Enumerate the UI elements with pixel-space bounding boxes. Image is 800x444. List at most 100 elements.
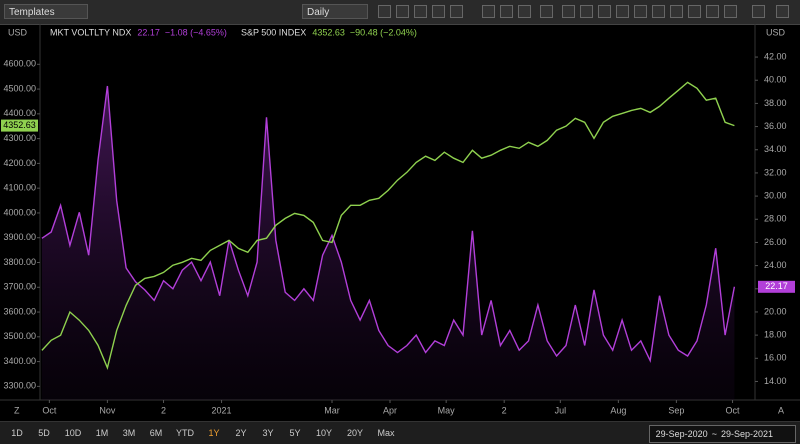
y2-tick-label: 32.00	[764, 167, 787, 177]
templates-dropdown[interactable]: Templates	[4, 4, 88, 19]
y-tick-label: 4200.00	[3, 158, 36, 168]
x-tick-label: 2021	[212, 405, 232, 415]
tool-icon[interactable]	[580, 5, 593, 18]
tool-icon[interactable]	[414, 5, 427, 18]
y-tick-label: 3500.00	[3, 331, 36, 341]
tool-icon[interactable]	[688, 5, 701, 18]
tool-icon[interactable]	[652, 5, 665, 18]
range-button[interactable]: 2Y	[235, 428, 247, 438]
series-line	[41, 85, 736, 363]
legend: MKT VOLTLTY NDX 22.17 −1.08 (−4.65%) S&P 50…	[50, 27, 417, 37]
range-button[interactable]: Max	[377, 428, 395, 438]
range-bar: 29-Sep-2020 ~29-Sep-2021 1D 5D 10D 1M 3M 6M YTD…	[0, 421, 800, 444]
last-value-label: 22.17	[765, 281, 788, 291]
legend-change: −1.08 (−4.65%)	[165, 27, 227, 37]
y2-tick-label: 28.00	[764, 214, 787, 224]
tool-icon[interactable]	[482, 5, 495, 18]
corner-right[interactable]: A	[778, 405, 784, 415]
range-button[interactable]: 6M	[149, 428, 163, 438]
chart: USD USD Z A 3300.00 3400.00 3500.00 3600.00…	[0, 24, 800, 415]
range-button[interactable]: 10D	[64, 428, 82, 438]
tool-icon[interactable]	[562, 5, 575, 18]
date-to: 29-Sep-2021	[720, 429, 773, 439]
tool-icon[interactable]	[500, 5, 513, 18]
last-value-label: 4352.63	[3, 120, 36, 130]
tool-icon[interactable]	[518, 5, 531, 18]
legend-change: −90.48 (−2.04%)	[350, 27, 417, 37]
x-tick-label: Mar	[324, 405, 340, 415]
last-value-badge	[1, 119, 38, 132]
tool-icon[interactable]	[752, 5, 765, 18]
x-tick-label: Sep	[668, 405, 684, 415]
x-tick-label: Aug	[610, 405, 626, 415]
range-button[interactable]: 10Y	[315, 428, 332, 438]
y-tick-label: 4000.00	[3, 207, 36, 217]
interval-label: Daily	[307, 7, 330, 18]
tool-icon[interactable]	[634, 5, 647, 18]
y2-tick-label: 18.00	[764, 329, 787, 339]
range-button[interactable]: 1Y	[208, 428, 220, 438]
y2-tick-label: 30.00	[764, 190, 787, 200]
date-from: 29-Sep-2020	[655, 429, 708, 439]
legend-name: S&P 500 INDEX	[241, 27, 306, 37]
currency-left: USD	[8, 27, 28, 37]
tool-icon[interactable]	[616, 5, 629, 18]
interval-dropdown[interactable]: Daily	[302, 4, 368, 19]
y2-tick-label: 14.00	[764, 376, 787, 386]
y2-tick-label: 34.00	[764, 144, 787, 154]
toolbar: Templates Daily	[0, 0, 800, 25]
y-tick-label: 4500.00	[3, 83, 36, 93]
x-tick-label: May	[438, 405, 456, 415]
range-button[interactable]: 1M	[95, 428, 109, 438]
tool-icon[interactable]	[378, 5, 391, 18]
range-button[interactable]: 20Y	[346, 428, 363, 438]
currency-right: USD	[766, 27, 786, 37]
tool-icon[interactable]	[598, 5, 611, 18]
y-tick-label: 3800.00	[3, 257, 36, 267]
y-tick-label: 4300.00	[3, 133, 36, 143]
x-tick-label: Nov	[99, 405, 116, 415]
y2-tick-label: 36.00	[764, 121, 787, 131]
y2-tick-label: 16.00	[764, 353, 787, 363]
legend-value: 22.17	[137, 27, 160, 37]
y-tick-label: 3700.00	[3, 282, 36, 292]
series-area	[41, 86, 735, 400]
y-tick-label: 4400.00	[3, 108, 36, 118]
y-tick-label: 4600.00	[3, 59, 36, 69]
tool-icon[interactable]	[776, 5, 789, 18]
y-tick-label: 3900.00	[3, 232, 36, 242]
range-button[interactable]: 1D	[11, 428, 23, 438]
legend-name: MKT VOLTLTY NDX	[50, 27, 131, 37]
range-button[interactable]: 3Y	[262, 428, 274, 438]
tool-icon[interactable]	[706, 5, 719, 18]
range-button[interactable]: YTD	[176, 428, 194, 438]
y2-tick-label: 38.00	[764, 98, 787, 108]
y-tick-label: 3600.00	[3, 306, 36, 316]
x-tick-label: Jul	[555, 405, 567, 415]
x-tick-label: 2	[502, 405, 507, 415]
series-line	[41, 81, 735, 371]
range-button[interactable]: 3M	[122, 428, 136, 438]
tool-icon[interactable]	[450, 5, 463, 18]
x-tick-label: Apr	[383, 405, 397, 415]
date-separator: ~	[711, 429, 717, 439]
y2-tick-label: 42.00	[764, 51, 787, 61]
y-tick-label: 4100.00	[3, 183, 36, 193]
tool-icon[interactable]	[432, 5, 445, 18]
y2-tick-label: 26.00	[764, 237, 787, 247]
x-tick-label: Oct	[42, 405, 57, 415]
tool-icon[interactable]	[724, 5, 737, 18]
y-tick-label: 3300.00	[3, 381, 36, 391]
corner-left[interactable]: Z	[14, 405, 20, 415]
range-button[interactable]: 5D	[38, 428, 50, 438]
range-button[interactable]: 5Y	[289, 428, 301, 438]
tool-icon[interactable]	[540, 5, 553, 18]
tool-icon[interactable]	[670, 5, 683, 18]
date-range[interactable]: 29-Sep-2020 ~29-Sep-2021	[648, 425, 796, 443]
y2-tick-label: 20.00	[764, 306, 787, 316]
x-tick-label: Oct	[726, 405, 741, 415]
y-tick-label: 3400.00	[3, 356, 36, 366]
y2-tick-label: 40.00	[764, 75, 787, 85]
tool-icon[interactable]	[396, 5, 409, 18]
